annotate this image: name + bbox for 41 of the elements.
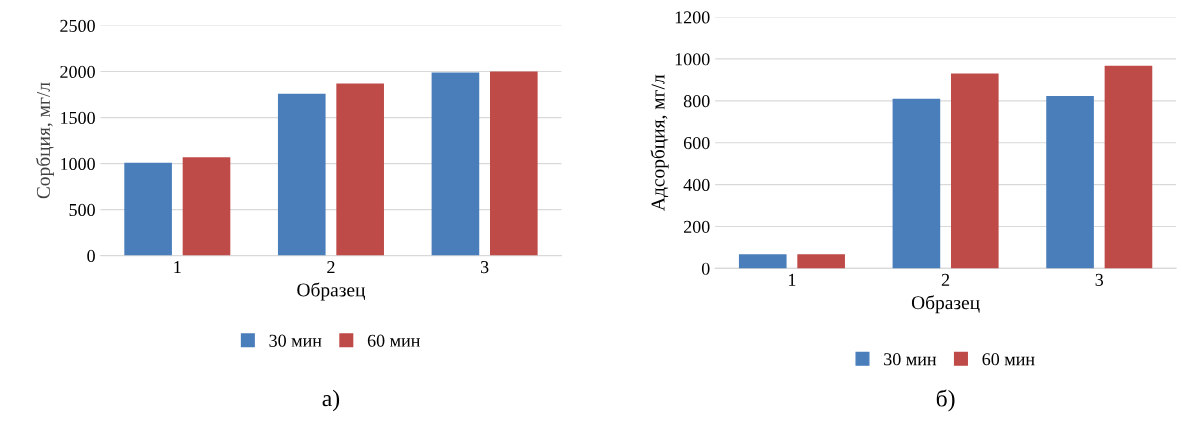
x-tick-label: 1 (789, 273, 796, 286)
bar (1104, 65, 1153, 269)
x-axis-title: Образец (297, 282, 366, 301)
y-tick-label: 2500 (60, 19, 95, 32)
y-tick-label: 200 (683, 220, 710, 233)
y-tick-label: 2000 (60, 65, 95, 79)
x-tick-label: 1 (174, 261, 181, 273)
x-tick-label: 3 (1095, 273, 1104, 286)
bar (277, 93, 326, 256)
y-tick-label: 1200 (675, 11, 710, 24)
bar (1046, 96, 1094, 269)
x-tick-label: 2 (941, 273, 950, 286)
y-tick-label: 1000 (61, 157, 95, 171)
bar (490, 71, 538, 256)
bar (431, 72, 480, 256)
y-tick-label: 400 (683, 178, 710, 192)
y-tick-label: 600 (683, 136, 710, 150)
bar (797, 254, 845, 269)
y-tick-label: 1500 (61, 111, 95, 125)
y-axis-title: Сорбция, мг/л (35, 82, 54, 199)
bar (182, 157, 231, 256)
text: а) (322, 389, 340, 412)
legend-label: 30 мин (269, 334, 322, 347)
legend-label: 60 мин (367, 334, 420, 347)
y-tick-label: 500 (69, 203, 95, 217)
x-tick-label: 2 (327, 261, 335, 273)
bar (950, 73, 999, 269)
bar (892, 98, 941, 269)
y-tick-label: 0 (701, 262, 710, 275)
y-axis-title: Адсорбция, мг/л (650, 74, 669, 211)
bar (124, 162, 172, 256)
y-tick-label: 0 (87, 249, 95, 263)
y-tick-label: 1000 (675, 53, 710, 66)
legend-label: 30 мин (884, 353, 937, 366)
x-tick-label: 3 (480, 261, 489, 274)
bar (336, 83, 384, 256)
y-tick-label: 800 (683, 95, 710, 108)
bar (738, 254, 787, 269)
text: б) (936, 389, 955, 412)
legend-label: 60 мин (982, 353, 1035, 366)
x-axis-title: Образец (911, 295, 980, 314)
